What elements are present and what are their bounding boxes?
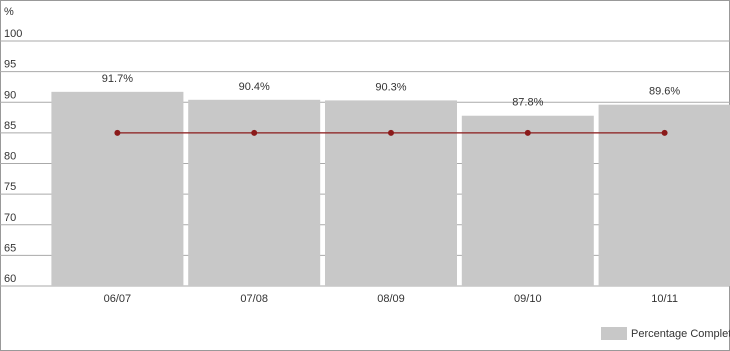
y-tick-label: 90 — [4, 89, 16, 101]
y-tick-label: 60 — [4, 273, 16, 285]
y-tick-label: 65 — [4, 242, 16, 254]
line-marker — [388, 129, 394, 136]
x-tick-label: 06/07 — [104, 293, 132, 305]
y-axis-label: % — [4, 6, 14, 18]
x-tick-label: 10/11 — [651, 293, 678, 305]
legend-label: Percentage Completed — [631, 328, 730, 340]
line-marker — [251, 129, 258, 136]
value-label: 91.7% — [102, 73, 133, 85]
value-label: 89.6% — [649, 86, 680, 98]
y-tick-label: 85 — [4, 120, 16, 132]
line-marker — [114, 129, 121, 136]
y-tick-label: 75 — [4, 181, 16, 193]
bar — [325, 100, 457, 286]
line-marker — [661, 129, 668, 136]
bar — [51, 91, 184, 287]
y-tick-label: 100 — [4, 28, 22, 40]
x-tick-label: 07/08 — [240, 293, 268, 305]
x-tick-label: 08/09 — [377, 293, 405, 305]
y-tick-label: 80 — [4, 151, 16, 163]
legend-swatch — [601, 327, 627, 340]
x-tick-label: 09/10 — [514, 293, 542, 305]
value-label: 87.8% — [512, 97, 543, 109]
y-tick-label: 95 — [4, 59, 16, 71]
value-label: 90.4% — [239, 81, 270, 93]
y-tick-label: 70 — [4, 212, 16, 224]
line-marker — [524, 129, 531, 136]
bar — [461, 115, 594, 286]
bar — [188, 99, 321, 286]
value-label: 90.3% — [375, 81, 406, 93]
